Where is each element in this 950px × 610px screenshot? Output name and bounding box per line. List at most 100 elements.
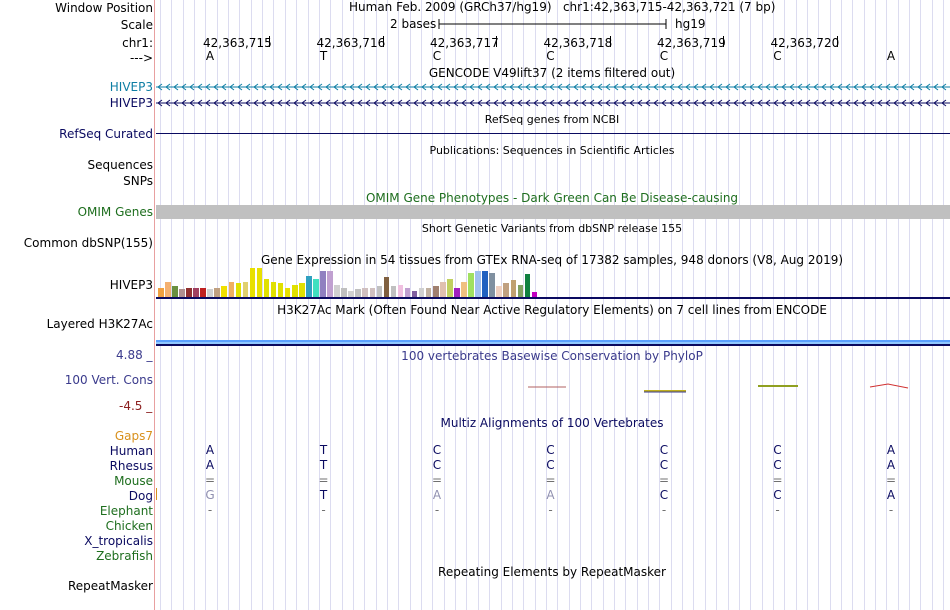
gtex-tissue-bar[interactable]	[341, 288, 347, 297]
gtex-tissue-bar[interactable]	[193, 288, 199, 297]
multiz-track-title: Multiz Alignments of 100 Vertebrates	[440, 416, 664, 430]
gencode-transcript-1[interactable]	[156, 82, 950, 92]
gtex-tissue-bar[interactable]	[158, 288, 164, 297]
gtex-tissue-bar[interactable]	[235, 283, 242, 297]
gtex-tissue-bar[interactable]	[186, 288, 192, 297]
species-label-chicken[interactable]: Chicken	[105, 519, 153, 533]
gtex-tissue-bar[interactable]	[165, 282, 171, 297]
species-label-elephant[interactable]: Elephant	[99, 504, 153, 518]
gtex-tissue-bar[interactable]	[447, 279, 453, 297]
gtex-tissue-bar[interactable]	[207, 289, 213, 297]
gtex-tissue-bar[interactable]	[440, 282, 446, 297]
gtex-tissue-bar[interactable]	[496, 286, 502, 297]
gencode-transcript-2[interactable]	[156, 98, 950, 108]
gtex-tissue-bar[interactable]	[277, 283, 284, 297]
coordinate-tick	[836, 36, 838, 47]
gtex-tissue-bar[interactable]	[376, 286, 383, 297]
gtex-expression-chart[interactable]	[158, 267, 538, 297]
gridline	[659, 0, 660, 610]
alignment-base: C	[546, 443, 555, 457]
gencode-item-label-2[interactable]: HIVEP3	[109, 96, 153, 110]
gtex-tissue-bar[interactable]	[320, 271, 326, 297]
publications-track-label[interactable]: Sequences	[87, 158, 153, 172]
gtex-tissue-bar[interactable]	[172, 286, 178, 297]
gtex-tissue-bar[interactable]	[179, 289, 185, 297]
omim-track-label[interactable]: OMIM Genes	[77, 205, 153, 219]
gencode-item-label-1[interactable]: HIVEP3	[109, 80, 153, 94]
gtex-tissue-bar[interactable]	[334, 285, 340, 297]
gridline	[194, 0, 195, 610]
alignment-base: -	[434, 503, 440, 517]
gtex-tissue-bar[interactable]	[531, 292, 538, 297]
refseq-gene-line[interactable]	[156, 133, 950, 134]
gtex-tissue-bar[interactable]	[263, 279, 270, 297]
gtex-tissue-bar[interactable]	[383, 277, 390, 297]
repeatmasker-track-label[interactable]: RepeatMasker	[67, 579, 153, 593]
gtex-tissue-bar[interactable]	[306, 276, 312, 297]
refseq-track-label[interactable]: RefSeq Curated	[59, 127, 153, 141]
gtex-tissue-bar[interactable]	[454, 288, 460, 297]
gtex-tissue-bar[interactable]	[242, 282, 249, 297]
gtex-tissue-bar[interactable]	[390, 286, 397, 297]
gtex-tissue-bar[interactable]	[468, 273, 474, 297]
gtex-tissue-bar[interactable]	[313, 279, 319, 297]
gtex-tissue-bar[interactable]	[418, 288, 425, 297]
gridline	[671, 0, 672, 610]
gtex-tissue-bar[interactable]	[362, 288, 369, 297]
omim-gene-bar[interactable]	[156, 205, 950, 219]
dbsnp-track-label[interactable]: Common dbSNP(155)	[23, 236, 153, 250]
species-label-zebrafish[interactable]: Zebrafish	[96, 549, 153, 563]
gtex-tissue-bar[interactable]	[397, 285, 404, 297]
gtex-tissue-bar[interactable]	[214, 288, 220, 297]
conservation-track-label[interactable]: 100 Vert. Cons	[64, 373, 153, 387]
gtex-tissue-bar[interactable]	[355, 289, 361, 297]
multiz-gaps-label[interactable]: Gaps7	[114, 429, 153, 443]
gtex-tissue-bar[interactable]	[327, 271, 333, 297]
species-label-human[interactable]: Human	[109, 444, 153, 458]
gtex-tissue-bar[interactable]	[284, 288, 291, 297]
gridline	[648, 0, 649, 610]
gridline	[376, 0, 377, 610]
gtex-tissue-bar[interactable]	[369, 288, 376, 297]
species-label-rhesus[interactable]: Rhesus	[109, 459, 153, 473]
species-label-dog[interactable]: Dog	[128, 489, 153, 503]
label-separator	[154, 0, 155, 610]
gtex-tissue-bar[interactable]	[475, 271, 481, 297]
gtex-tissue-bar[interactable]	[348, 291, 354, 297]
species-label-x_tropicalis[interactable]: X_tropicalis	[84, 534, 153, 548]
gtex-track-label[interactable]: HIVEP3	[109, 278, 153, 292]
gtex-tissue-bar[interactable]	[489, 273, 495, 297]
gtex-tissue-bar[interactable]	[461, 282, 467, 297]
gridline	[716, 0, 717, 610]
gridline	[387, 0, 388, 610]
gtex-tissue-bar[interactable]	[482, 271, 488, 297]
h3k27ac-track-label[interactable]: Layered H3K27Ac	[46, 317, 153, 331]
gtex-tissue-bar[interactable]	[256, 268, 263, 297]
alignment-base: -	[775, 503, 780, 517]
snps-track-label[interactable]: SNPs	[123, 174, 153, 188]
reference-base: C	[773, 49, 782, 63]
species-label-mouse[interactable]: Mouse	[114, 474, 153, 488]
gridline	[296, 0, 297, 610]
gtex-tissue-bar[interactable]	[299, 283, 305, 297]
alignment-base: =	[204, 473, 216, 487]
gridline	[784, 0, 785, 610]
gtex-tissue-bar[interactable]	[221, 286, 228, 297]
gtex-tissue-bar[interactable]	[517, 285, 524, 297]
gtex-tissue-bar[interactable]	[425, 288, 432, 297]
gtex-tissue-bar[interactable]	[510, 280, 517, 297]
gtex-tissue-bar[interactable]	[432, 286, 439, 297]
gtex-tissue-bar[interactable]	[411, 291, 418, 297]
gtex-tissue-bar[interactable]	[200, 288, 206, 297]
gtex-tissue-bar[interactable]	[270, 282, 277, 297]
gtex-tissue-bar[interactable]	[503, 283, 510, 297]
gridline	[444, 0, 445, 610]
gtex-tissue-bar[interactable]	[291, 285, 298, 297]
conservation-plot[interactable]	[156, 360, 950, 410]
gtex-tissue-bar[interactable]	[249, 268, 256, 297]
gtex-tissue-bar[interactable]	[404, 288, 411, 297]
alignment-base: =	[772, 473, 783, 487]
gtex-tissue-bar[interactable]	[228, 282, 235, 297]
gtex-tissue-bar[interactable]	[524, 274, 531, 297]
